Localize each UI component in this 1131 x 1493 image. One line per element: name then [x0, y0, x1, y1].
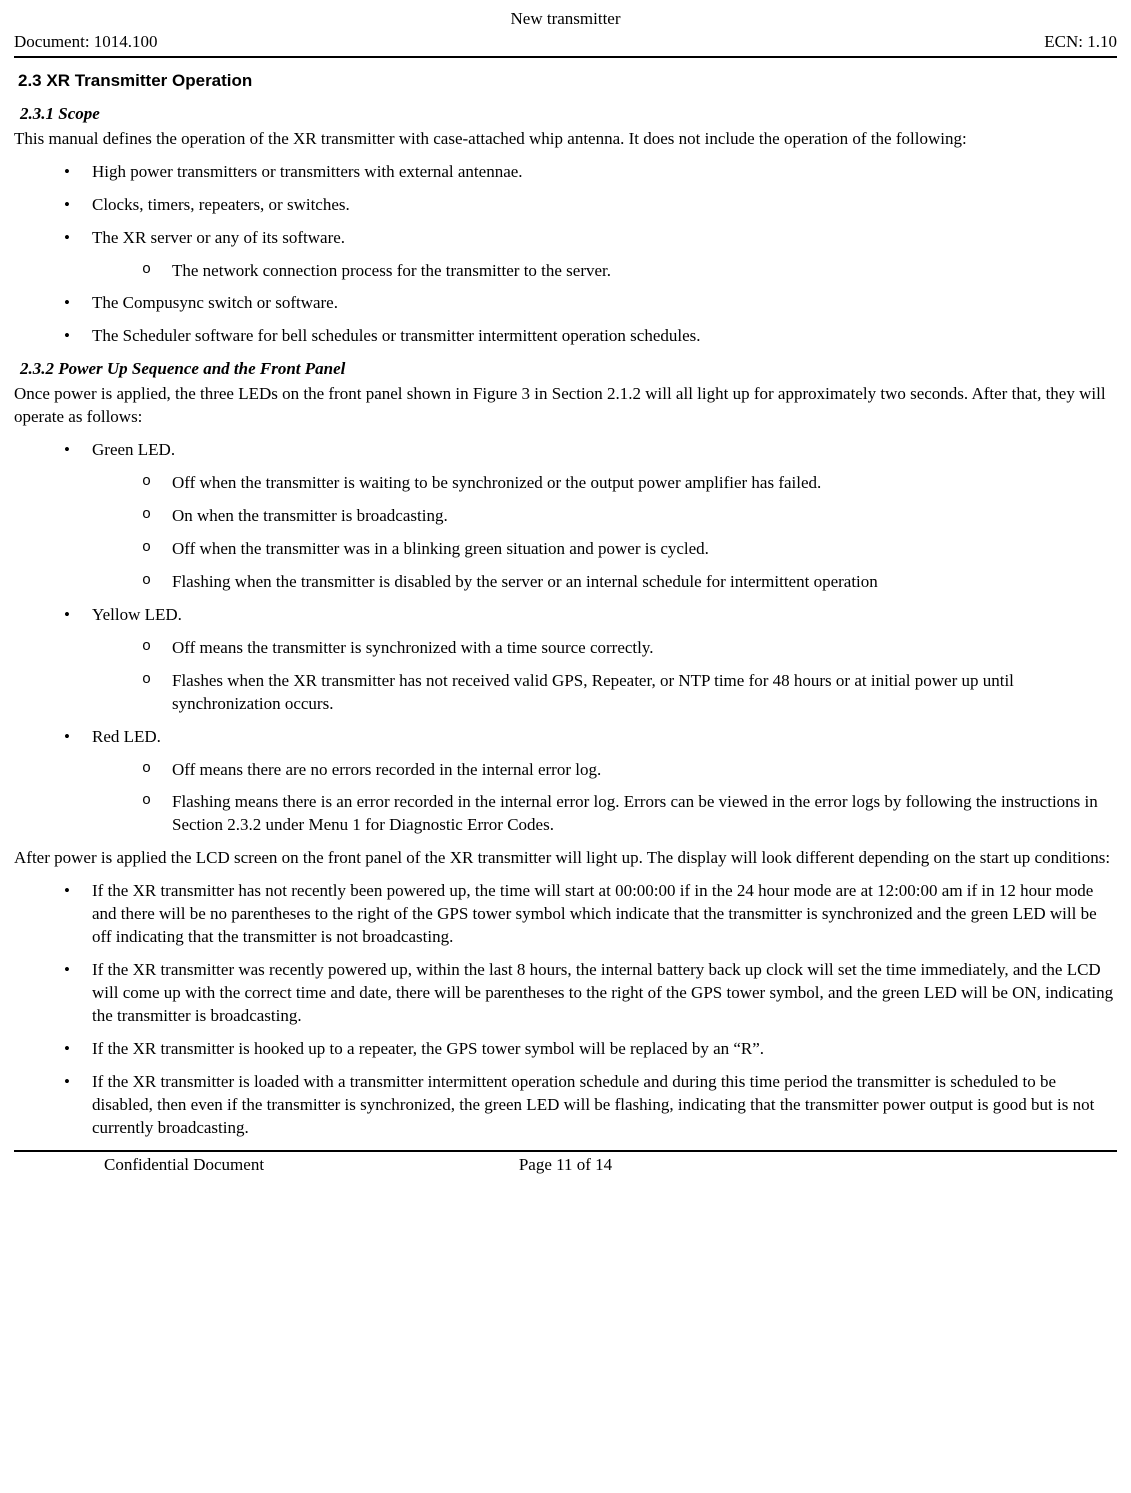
header-ecn-label: ECN: 1.10: [1044, 31, 1117, 54]
list-item: The Scheduler software for bell schedule…: [64, 325, 1117, 348]
list-item: Flashing means there is an error recorde…: [142, 791, 1117, 837]
after-power-para: After power is applied the LCD screen on…: [14, 847, 1117, 870]
list-item: Green LED. Off when the transmitter is w…: [64, 439, 1117, 594]
powerup-heading: 2.3.2 Power Up Sequence and the Front Pa…: [20, 358, 1117, 381]
header-top-title: New transmitter: [14, 8, 1117, 31]
list-item: The network connection process for the t…: [142, 260, 1117, 283]
header-document-label: Document: 1014.100: [14, 31, 158, 54]
list-item: High power transmitters or transmitters …: [64, 161, 1117, 184]
list-item: Off means the transmitter is synchronize…: [142, 637, 1117, 660]
scope-sublist: The network connection process for the t…: [92, 260, 1117, 283]
list-item: Off means there are no errors recorded i…: [142, 759, 1117, 782]
list-item: Off when the transmitter is waiting to b…: [142, 472, 1117, 495]
footer-confidential: Confidential Document: [104, 1154, 264, 1177]
header-row: Document: 1014.100 ECN: 1.10: [14, 31, 1117, 58]
scope-heading: 2.3.1 Scope: [20, 103, 1117, 126]
powerup-intro: Once power is applied, the three LEDs on…: [14, 383, 1117, 429]
list-item: If the XR transmitter was recently power…: [64, 959, 1117, 1028]
section-heading: 2.3 XR Transmitter Operation: [18, 70, 1117, 93]
list-item: Flashing when the transmitter is disable…: [142, 571, 1117, 594]
footer-row: Confidential Document Page 11 of 14: [14, 1152, 1117, 1177]
scope-list: High power transmitters or transmitters …: [14, 161, 1117, 349]
list-item: If the XR transmitter has not recently b…: [64, 880, 1117, 949]
list-item: Red LED. Off means there are no errors r…: [64, 726, 1117, 838]
list-item: If the XR transmitter is loaded with a t…: [64, 1071, 1117, 1140]
yellow-led-label: Yellow LED.: [92, 605, 182, 624]
green-led-sublist: Off when the transmitter is waiting to b…: [92, 472, 1117, 594]
red-led-sublist: Off means there are no errors recorded i…: [92, 759, 1117, 838]
list-item-label: The XR server or any of its software.: [92, 228, 345, 247]
led-list: Green LED. Off when the transmitter is w…: [14, 439, 1117, 837]
list-item: Yellow LED. Off means the transmitter is…: [64, 604, 1117, 716]
list-item: On when the transmitter is broadcasting.: [142, 505, 1117, 528]
list-item: Off when the transmitter was in a blinki…: [142, 538, 1117, 561]
list-item: The Compusync switch or software.: [64, 292, 1117, 315]
scope-intro: This manual defines the operation of the…: [14, 128, 1117, 151]
red-led-label: Red LED.: [92, 727, 161, 746]
list-item: If the XR transmitter is hooked up to a …: [64, 1038, 1117, 1061]
green-led-label: Green LED.: [92, 440, 175, 459]
list-item: Clocks, timers, repeaters, or switches.: [64, 194, 1117, 217]
conditions-list: If the XR transmitter has not recently b…: [14, 880, 1117, 1139]
yellow-led-sublist: Off means the transmitter is synchronize…: [92, 637, 1117, 716]
list-item: Flashes when the XR transmitter has not …: [142, 670, 1117, 716]
list-item: The XR server or any of its software. Th…: [64, 227, 1117, 283]
